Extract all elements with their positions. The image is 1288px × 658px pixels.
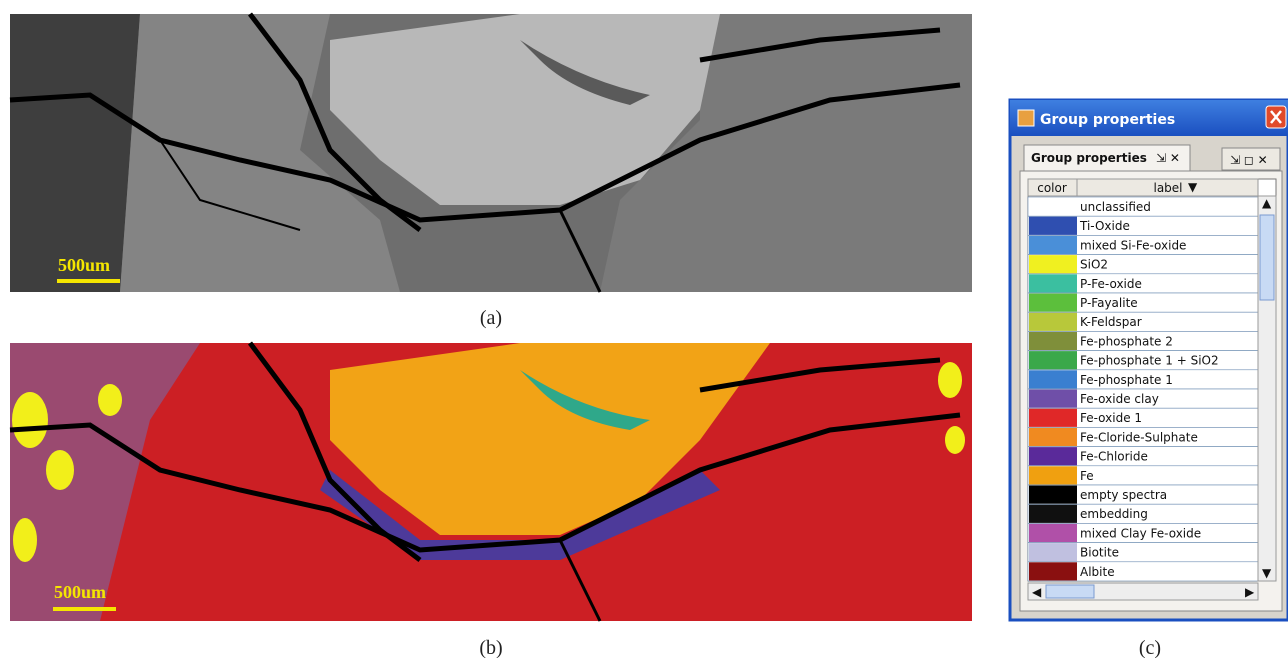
color-swatch [1029, 505, 1077, 523]
color-swatch [1029, 313, 1077, 331]
color-swatch [1029, 332, 1077, 350]
color-swatch [1029, 390, 1077, 408]
row-label: Fe [1080, 469, 1094, 483]
row-label: Fe-Cloride-Sulphate [1080, 430, 1198, 444]
scale-bar-label: 500um [58, 255, 110, 275]
color-swatch [1029, 447, 1077, 465]
tab-title[interactable]: Group properties [1031, 151, 1147, 165]
window-title: Group properties [1040, 112, 1175, 128]
image-a: 500um [10, 14, 972, 292]
color-swatch [1029, 543, 1077, 561]
figure: 500um (a) 500um (b) Group properties [0, 0, 1288, 658]
row-label: K-Feldspar [1080, 315, 1142, 329]
color-swatch [1029, 217, 1077, 235]
row-label: Albite [1080, 565, 1115, 579]
color-swatch [1029, 255, 1077, 273]
row-label: Biotite [1080, 546, 1119, 560]
svg-text:◀: ◀ [1032, 585, 1042, 599]
svg-text:▶: ▶ [1245, 585, 1255, 599]
row-label: Fe-Chloride [1080, 450, 1148, 464]
row-label: P-Fayalite [1080, 296, 1138, 310]
svg-text:▼: ▼ [1262, 566, 1272, 580]
row-label: embedding [1080, 507, 1148, 521]
row-label: mixed Si-Fe-oxide [1080, 238, 1186, 252]
row-label: Fe-phosphate 1 + SiO2 [1080, 354, 1219, 368]
svg-text:▲: ▲ [1262, 196, 1272, 210]
row-label: mixed Clay Fe-oxide [1080, 526, 1201, 540]
color-swatch [1029, 370, 1077, 388]
color-swatch [1029, 562, 1077, 580]
svg-text:⇲ ◻ ✕: ⇲ ◻ ✕ [1230, 153, 1268, 167]
row-label: Fe-phosphate 2 [1080, 334, 1173, 348]
page: 500um (a) 500um (b) Group properties [0, 0, 1288, 658]
color-swatch [1029, 274, 1077, 292]
row-label: Fe-phosphate 1 [1080, 373, 1173, 387]
caption: (c) [1139, 637, 1161, 658]
row-label: Fe-oxide 1 [1080, 411, 1142, 425]
color-swatch [1029, 294, 1077, 312]
row-label: Ti-Oxide [1079, 219, 1130, 233]
caption: (b) [479, 637, 502, 658]
color-swatch [1029, 351, 1077, 369]
column-header[interactable]: color [1037, 181, 1067, 195]
column-header[interactable]: label [1153, 181, 1182, 195]
caption: (a) [480, 307, 502, 329]
row-label: empty spectra [1080, 488, 1167, 502]
scale-bar-label: 500um [54, 582, 106, 602]
color-swatch [1029, 486, 1077, 504]
row-label: Fe-oxide clay [1080, 392, 1159, 406]
row-label: SiO2 [1080, 258, 1108, 272]
color-swatch [1029, 409, 1077, 427]
color-swatch [1029, 428, 1077, 446]
image-b: 500um [10, 343, 972, 621]
row-label: unclassified [1080, 200, 1151, 214]
color-swatch [1029, 524, 1077, 542]
svg-text:▼: ▼ [1188, 180, 1198, 194]
row-label: P-Fe-oxide [1080, 277, 1142, 291]
color-swatch [1029, 198, 1077, 216]
window: Group properties Group properties ⇲ ✕ ⇲ … [1010, 100, 1288, 620]
svg-text:⇲ ✕: ⇲ ✕ [1156, 151, 1180, 165]
color-swatch [1029, 466, 1077, 484]
color-swatch [1029, 236, 1077, 254]
